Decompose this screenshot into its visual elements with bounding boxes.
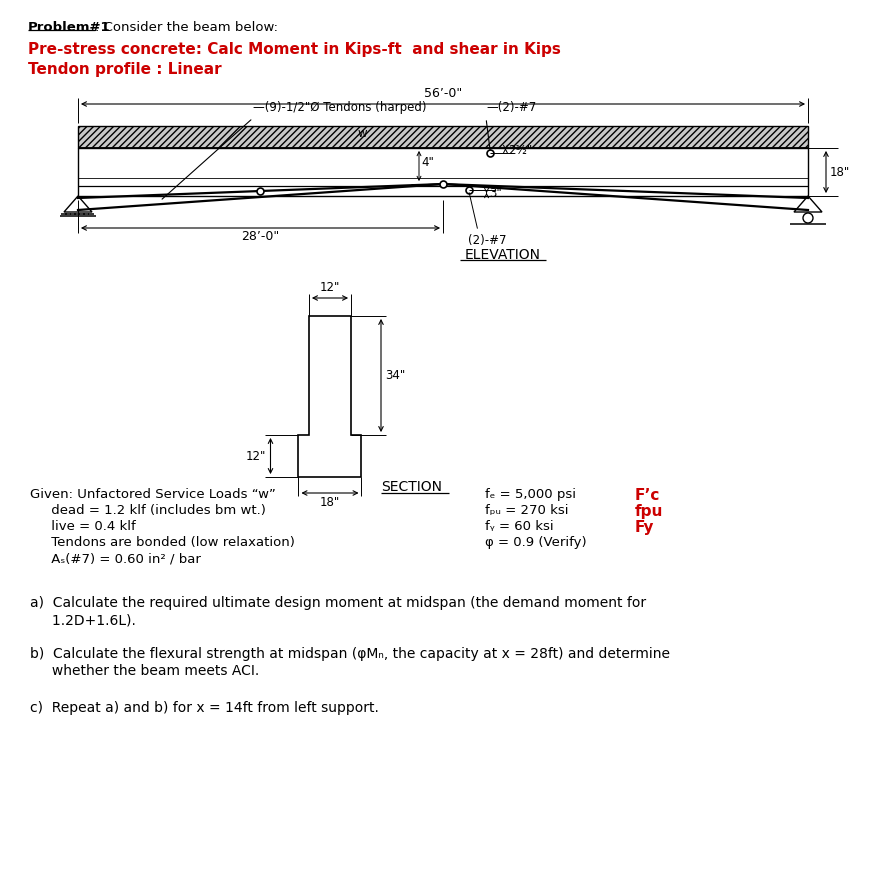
Text: 4": 4" — [421, 156, 434, 168]
Text: Fy: Fy — [635, 520, 655, 535]
Text: live = 0.4 klf: live = 0.4 klf — [30, 520, 136, 533]
Text: fₚᵤ = 270 ksi: fₚᵤ = 270 ksi — [485, 504, 569, 517]
Text: Problem#1: Problem#1 — [28, 21, 111, 34]
Text: 1.2D+1.6L).: 1.2D+1.6L). — [30, 613, 136, 627]
Text: w: w — [358, 127, 368, 140]
Text: c)  Repeat a) and b) for x = 14ft from left support.: c) Repeat a) and b) for x = 14ft from le… — [30, 702, 379, 715]
Text: 12": 12" — [320, 281, 340, 294]
Text: 34": 34" — [385, 369, 405, 382]
Text: fₑ = 5,000 psi: fₑ = 5,000 psi — [485, 488, 576, 501]
Text: 56’-0": 56’-0" — [424, 87, 462, 100]
Text: SECTION: SECTION — [382, 480, 442, 494]
Circle shape — [803, 213, 813, 223]
Text: φ = 0.9 (Verify): φ = 0.9 (Verify) — [485, 536, 587, 549]
Text: 18": 18" — [830, 166, 851, 178]
Text: Pre-stress concrete: Calc Moment in Kips-ft  and shear in Kips: Pre-stress concrete: Calc Moment in Kips… — [28, 42, 561, 57]
Polygon shape — [299, 316, 361, 477]
Text: fpu: fpu — [635, 504, 664, 519]
Text: 12": 12" — [246, 449, 267, 462]
Text: fᵧ = 60 ksi: fᵧ = 60 ksi — [485, 520, 554, 533]
Text: Tendon profile : Linear: Tendon profile : Linear — [28, 62, 222, 77]
Text: Tendons are bonded (low relaxation): Tendons are bonded (low relaxation) — [30, 536, 295, 549]
Text: b)  Calculate the flexural strength at midspan (φMₙ, the capacity at x = 28ft) a: b) Calculate the flexural strength at mi… — [30, 647, 670, 661]
Text: F’c: F’c — [635, 488, 660, 503]
Polygon shape — [64, 196, 92, 212]
Text: Given: Unfactored Service Loads “w”: Given: Unfactored Service Loads “w” — [30, 488, 276, 501]
Bar — [78, 126, 808, 148]
Text: a)  Calculate the required ultimate design moment at midspan (the demand moment : a) Calculate the required ultimate desig… — [30, 596, 646, 610]
Text: 18": 18" — [320, 496, 340, 509]
Text: dead = 1.2 klf (includes bm wt.): dead = 1.2 klf (includes bm wt.) — [30, 504, 266, 517]
Text: 2½": 2½" — [509, 144, 532, 157]
Polygon shape — [794, 196, 822, 212]
Text: ELEVATION: ELEVATION — [465, 248, 541, 262]
Text: 3": 3" — [490, 186, 502, 199]
Text: 28’-0": 28’-0" — [241, 230, 280, 243]
Text: —(2)-#7: —(2)-#7 — [486, 101, 536, 114]
Text: Aₛ(#7) = 0.60 in² / bar: Aₛ(#7) = 0.60 in² / bar — [30, 552, 201, 565]
Text: (2)-#7: (2)-#7 — [468, 234, 507, 247]
Text: : Consider the beam below:: : Consider the beam below: — [95, 21, 278, 34]
Bar — [78, 148, 808, 196]
Text: whether the beam meets ACI.: whether the beam meets ACI. — [30, 664, 260, 678]
Text: —(9)-1/2"Ø Tendons (harped): —(9)-1/2"Ø Tendons (harped) — [253, 101, 426, 114]
